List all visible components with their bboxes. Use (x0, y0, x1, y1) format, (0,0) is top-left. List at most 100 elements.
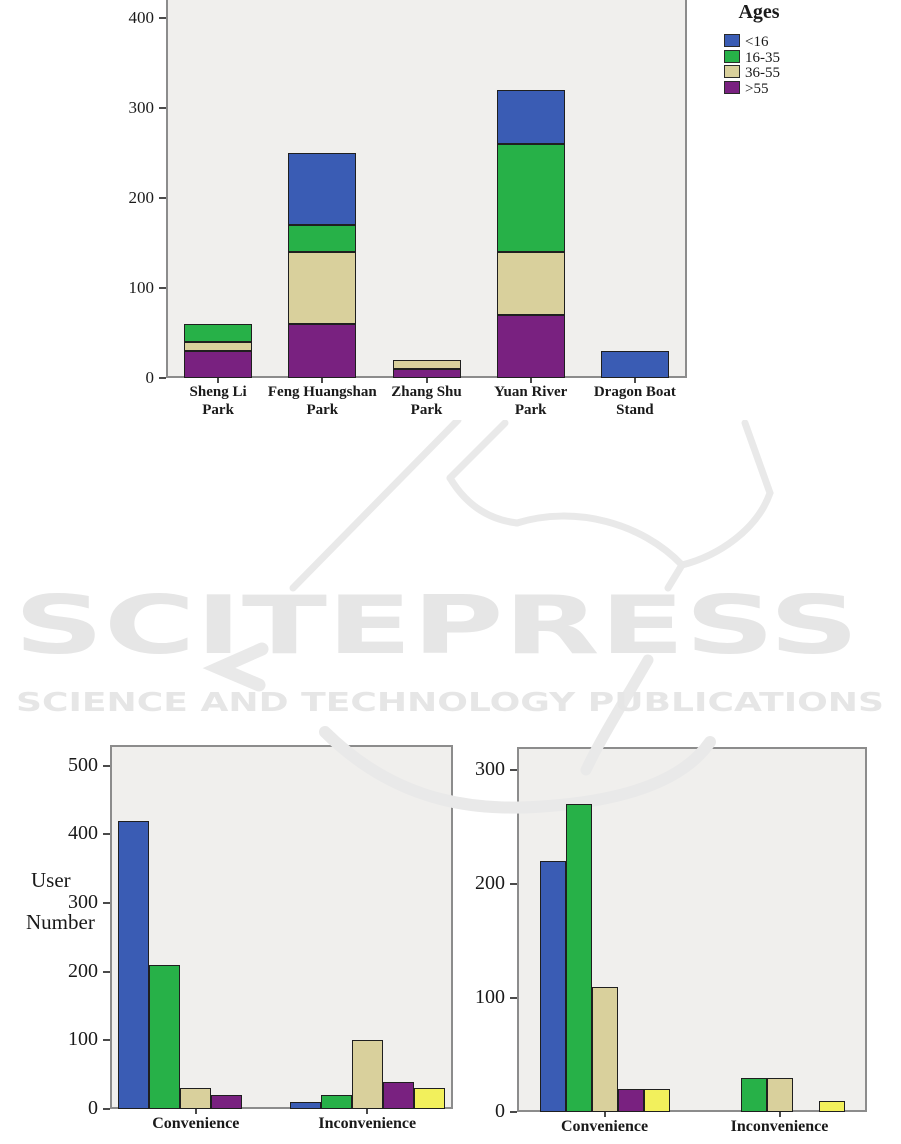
x-category-label: Yuan River Park (451, 384, 611, 419)
bar-tan (591, 986, 618, 1112)
y-tick-label: 0 (145, 367, 155, 387)
x-tick-mark (778, 1112, 781, 1117)
y-tick-label: 100 (68, 1028, 98, 1051)
y-tick-label: 200 (475, 871, 505, 894)
leaf-swoosh-graphic (202, 420, 774, 814)
legend-swatch-green (724, 49, 740, 63)
x-category-label-line: Feng Huangshan (267, 384, 377, 400)
y-tick-label: 300 (128, 97, 155, 117)
bar-segment-purple (288, 324, 357, 378)
y-tick-mark (103, 764, 110, 767)
x-tick-mark (366, 1109, 369, 1114)
legend-swatch-tan (724, 65, 740, 79)
x-category-label: Inconvenience (700, 1118, 860, 1137)
bar-yellow (818, 1100, 845, 1112)
x-tick-mark (425, 378, 428, 383)
bar-segment-green (184, 324, 253, 342)
x-category-label-line: Sheng Li (189, 384, 247, 400)
x-category-label: Sheng Li Park (138, 384, 298, 419)
y-tick-mark (159, 287, 166, 289)
bar-segment-purple (184, 351, 253, 378)
legend-label: 16-35 (745, 49, 780, 66)
y-tick-mark (103, 833, 110, 836)
bar-green (320, 1095, 352, 1109)
x-category-label-line: Park (514, 401, 547, 418)
y-tick-label: 300 (68, 890, 98, 913)
bar-segment-tan (496, 252, 565, 315)
bar-purple (617, 1089, 644, 1112)
x-category-label-line: Inconvenience (318, 1115, 417, 1132)
x-category-label-line: Park (410, 401, 443, 418)
bar-blue (118, 820, 150, 1109)
x-category-label-line: Park (202, 401, 234, 418)
bar-tan (180, 1088, 212, 1109)
bar-yellow (643, 1089, 670, 1112)
bar-green (565, 804, 592, 1112)
bar-segment-purple (392, 369, 461, 378)
plot-area (166, 0, 687, 378)
x-tick-mark (633, 378, 636, 383)
y-tick-mark (103, 1039, 110, 1042)
y-tick-label: 0 (88, 1097, 98, 1119)
x-category-label-line: Inconvenience (730, 1118, 829, 1135)
bar-segment-green (496, 144, 565, 252)
x-category-label-line: Stand (616, 401, 654, 418)
bar-blue (289, 1102, 321, 1109)
bar-segment-purple (496, 315, 565, 378)
y-tick-mark (159, 107, 166, 109)
y-tick-label: 0 (495, 1100, 505, 1122)
bar-segment-tan (184, 342, 253, 351)
y-axis-label: Number (26, 910, 95, 934)
x-category-label: Feng Huangshan Park (242, 384, 402, 419)
bar-purple (211, 1095, 243, 1109)
x-category-label-line: Yuan River (494, 384, 568, 400)
x-tick-mark (529, 378, 532, 383)
legend-title: Ages (738, 1, 780, 23)
x-category-label-line: Convenience (560, 1118, 649, 1135)
x-tick-mark (603, 1112, 606, 1117)
x-category-label: Dragon Boat Stand (555, 384, 715, 419)
y-tick-label: 100 (475, 985, 505, 1008)
y-tick-mark (159, 17, 166, 19)
bar-segment-green (288, 225, 357, 252)
y-tick-label: 500 (68, 753, 98, 776)
bar-segment-blue (496, 90, 565, 144)
x-category-label: Zhang Shu Park (347, 384, 507, 419)
y-tick-mark (103, 901, 110, 904)
y-tick-mark (159, 197, 166, 199)
x-category-label-line: Convenience (152, 1115, 240, 1132)
y-tick-mark (159, 377, 166, 379)
x-category-label-line: Dragon Boat (593, 384, 676, 400)
y-tick-mark (510, 996, 517, 999)
x-category-label: Convenience (525, 1118, 685, 1137)
x-tick-mark (217, 378, 220, 383)
legend-swatch-purple (724, 80, 740, 94)
y-tick-label: 400 (128, 7, 155, 27)
y-tick-mark (103, 970, 110, 973)
y-tick-label: 200 (68, 959, 98, 982)
x-tick-mark (194, 1109, 197, 1114)
x-category-label-line: Park (306, 401, 339, 418)
y-axis-label: User (31, 868, 71, 892)
y-tick-label: 200 (128, 187, 155, 207)
scitepress-watermark: SCITEPRESS SCIENCE AND TECHNOLOGY PUBLIC… (14, 420, 884, 814)
bar-segment-blue (600, 351, 669, 378)
bar-purple (382, 1081, 414, 1109)
legend-label: 36-55 (745, 65, 780, 82)
bar-segment-tan (288, 252, 357, 324)
y-tick-label: 300 (475, 757, 505, 780)
y-tick-mark (103, 1108, 110, 1110)
y-tick-label: 400 (68, 822, 98, 845)
x-category-label: Inconvenience (287, 1115, 447, 1134)
y-tick-mark (510, 1111, 517, 1113)
legend-swatch-blue (724, 34, 740, 47)
legend-label: <16 (745, 34, 769, 50)
watermark-tagline: SCIENCE AND TECHNOLOGY PUBLICATIONS (16, 688, 884, 718)
watermark-brand: SCITEPRESS (14, 579, 859, 672)
bar-green (740, 1077, 767, 1112)
y-tick-mark (510, 768, 517, 771)
